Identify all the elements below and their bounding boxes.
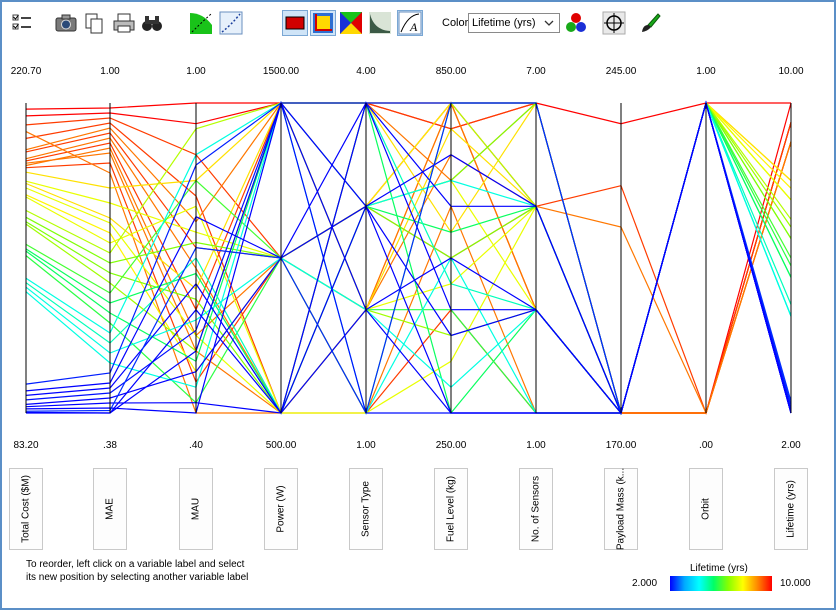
copy-icon[interactable]	[82, 11, 106, 35]
color-label: Color	[442, 17, 469, 29]
rgb-circles-icon[interactable]	[564, 11, 588, 35]
axis-min-label-0: 83.20	[13, 440, 38, 451]
axis-min-label-7: 170.00	[606, 440, 637, 451]
parallel-coordinates-chart: 220.70 83.20 1.00 .38 1.00 .40 1500.00 500.00 4.…	[11, 66, 804, 451]
line-edit-icon[interactable]: A	[397, 10, 423, 36]
legend-min-label: 2.000	[632, 578, 658, 589]
green-area-icon[interactable]	[189, 11, 213, 35]
crosshair-icon[interactable]	[602, 11, 626, 35]
instructions-line-2: its new position by selecting another va…	[26, 572, 249, 583]
variable-label-text: Orbit	[700, 498, 712, 520]
color-select-value: Lifetime (yrs)	[472, 17, 536, 29]
variable-label-7[interactable]: Payload Mass (k...	[604, 468, 638, 550]
variable-label-6[interactable]: No. of Sensors	[519, 468, 553, 550]
axis-min-label-8: .00	[699, 440, 713, 451]
chevron-down-icon	[544, 20, 554, 26]
axis-max-label-5: 850.00	[436, 66, 467, 77]
axis-max-label-8: 1.00	[696, 66, 716, 77]
decay-curve-icon[interactable]	[368, 11, 392, 35]
axis-min-label-5: 250.00	[436, 440, 467, 451]
brush-icon[interactable]	[638, 11, 662, 35]
instructions-line-1: To reorder, left click on a variable lab…	[26, 559, 245, 570]
variable-label-text: Payload Mass (k...	[615, 467, 627, 551]
variable-label-2[interactable]: MAU	[179, 468, 213, 550]
variable-label-text: No. of Sensors	[530, 475, 542, 543]
variable-label-text: MAU	[190, 497, 202, 521]
axis-max-label-2: 1.00	[186, 66, 206, 77]
axis-max-label-3: 1500.00	[263, 66, 300, 77]
axis-max-label-6: 7.00	[526, 66, 546, 77]
variable-label-text: Sensor Type	[360, 481, 372, 537]
dotted-curve-icon[interactable]	[219, 11, 243, 35]
axis-min-label-9: 2.00	[781, 440, 801, 451]
axis-min-label-6: 1.00	[526, 440, 546, 451]
axis-min-label-1: .38	[103, 440, 117, 451]
red-rectangle-icon[interactable]	[282, 10, 308, 36]
camera-icon[interactable]	[54, 11, 78, 35]
data-line-10	[25, 122, 792, 415]
variable-label-1[interactable]: MAE	[93, 468, 127, 550]
variable-label-9[interactable]: Lifetime (yrs)	[774, 468, 808, 550]
colored-squares-icon[interactable]	[339, 11, 363, 35]
variable-label-text: Lifetime (yrs)	[785, 480, 797, 538]
binoculars-icon[interactable]	[140, 11, 164, 35]
data-lines	[25, 100, 792, 416]
variable-label-text: Total Cost ($M)	[20, 475, 32, 543]
variable-label-5[interactable]: Fuel Level (kg)	[434, 468, 468, 550]
color-select[interactable]: Lifetime (yrs)	[468, 13, 560, 33]
variable-label-text: Fuel Level (kg)	[445, 475, 457, 543]
variable-label-0[interactable]: Total Cost ($M)	[9, 468, 43, 550]
axis-chart-icon[interactable]	[310, 10, 336, 36]
svg-text:A: A	[409, 20, 418, 34]
toolbar: A Color Lifetime (yrs)	[2, 2, 834, 40]
variable-label-text: Power (W)	[275, 485, 287, 533]
axis-min-label-4: 1.00	[356, 440, 376, 451]
axes	[25, 103, 792, 413]
axis-max-label-4: 4.00	[356, 66, 376, 77]
instructions-text: To reorder, left click on a variable lab…	[26, 558, 286, 584]
variable-label-text: MAE	[104, 498, 116, 520]
variable-label-3[interactable]: Power (W)	[264, 468, 298, 550]
variable-label-4[interactable]: Sensor Type	[349, 468, 383, 550]
axis-range-labels: 220.70 83.20 1.00 .38 1.00 .40 1500.00 500.00 4.…	[11, 66, 804, 451]
checklist-icon[interactable]	[10, 11, 34, 35]
data-line-39	[26, 100, 792, 414]
axis-max-label-1: 1.00	[100, 66, 120, 77]
print-icon[interactable]	[112, 11, 136, 35]
axis-max-label-7: 245.00	[606, 66, 637, 77]
legend-title: Lifetime (yrs)	[690, 563, 748, 574]
axis-max-label-9: 10.00	[778, 66, 803, 77]
legend-color-bar	[670, 576, 772, 591]
axis-max-label-0: 220.70	[11, 66, 42, 77]
axis-min-label-2: .40	[189, 440, 203, 451]
data-line-0	[25, 102, 791, 125]
variable-label-8[interactable]: Orbit	[689, 468, 723, 550]
axis-min-label-3: 500.00	[266, 440, 297, 451]
legend-max-label: 10.000	[780, 578, 811, 589]
